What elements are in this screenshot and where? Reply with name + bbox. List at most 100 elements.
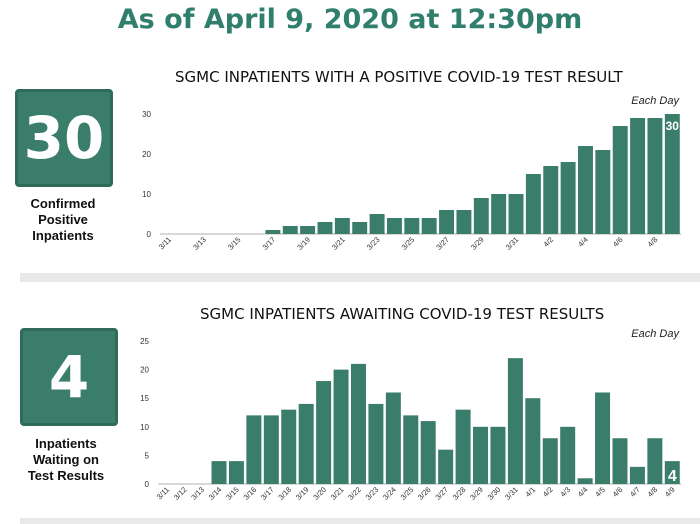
caption-line: Confirmed xyxy=(30,196,96,211)
bar xyxy=(404,218,420,234)
x-tick-label: 3/19 xyxy=(295,235,312,252)
x-tick-label: 4/1 xyxy=(523,485,537,499)
bar xyxy=(246,415,262,484)
last-value-label: 30 xyxy=(666,119,680,133)
x-tick-label: 4/8 xyxy=(646,485,660,499)
bar xyxy=(456,210,472,234)
x-tick-label: 3/13 xyxy=(191,235,208,252)
confirmed-caption: Confirmed Positive Inpatients xyxy=(8,196,118,244)
bar xyxy=(421,218,437,234)
x-tick-label: 3/19 xyxy=(294,485,311,502)
bar xyxy=(316,381,332,484)
x-tick-label: 3/21 xyxy=(330,235,347,252)
x-tick-label: 3/27 xyxy=(434,235,451,252)
chart-title-awaiting: SGMC INPATIENTS AWAITING COVID-19 TEST R… xyxy=(200,305,605,323)
x-tick-label: 3/25 xyxy=(399,485,416,502)
x-tick-label: 3/25 xyxy=(400,235,417,252)
y-tick-label: 10 xyxy=(140,423,149,432)
y-tick-label: 20 xyxy=(142,150,151,159)
bar xyxy=(507,358,523,484)
x-tick-label: 3/31 xyxy=(503,485,520,502)
bar xyxy=(664,114,680,234)
bar xyxy=(386,218,402,234)
x-tick-label: 3/23 xyxy=(365,235,382,252)
bar xyxy=(350,363,366,484)
x-tick-label: 3/28 xyxy=(451,485,468,502)
bar xyxy=(578,146,593,234)
caption-line: Inpatients xyxy=(32,228,94,243)
bar xyxy=(543,166,559,234)
x-tick-label: 4/4 xyxy=(576,485,590,499)
bar xyxy=(265,230,281,234)
x-tick-label: 3/11 xyxy=(155,485,171,501)
bar xyxy=(368,403,384,484)
x-tick-label: 3/24 xyxy=(381,485,398,502)
bottom-divider xyxy=(20,518,700,524)
bar xyxy=(647,118,663,234)
bar xyxy=(560,426,576,484)
bar xyxy=(317,222,333,234)
x-tick-label: 3/11 xyxy=(157,235,173,251)
bar xyxy=(508,194,524,234)
last-value-label: 4 xyxy=(668,468,677,485)
x-tick-label: 3/29 xyxy=(468,485,485,502)
caption-line: Waiting on xyxy=(33,452,99,467)
x-tick-label: 3/21 xyxy=(329,485,346,502)
x-tick-label: 4/8 xyxy=(646,235,660,249)
bar xyxy=(211,461,227,484)
x-tick-label: 4/2 xyxy=(541,235,555,249)
x-tick-label: 4/6 xyxy=(611,485,625,499)
awaiting-count-box: 4 xyxy=(20,328,118,426)
x-tick-label: 3/14 xyxy=(207,485,224,502)
confirmed-count: 30 xyxy=(23,104,105,172)
bar xyxy=(490,426,506,484)
x-tick-label: 3/17 xyxy=(259,485,276,502)
y-tick-label: 0 xyxy=(147,230,152,239)
x-tick-label: 3/26 xyxy=(416,485,433,502)
x-tick-label: 3/18 xyxy=(276,485,293,502)
x-tick-label: 4/7 xyxy=(628,485,642,499)
bar xyxy=(473,198,489,234)
x-tick-label: 3/16 xyxy=(242,485,259,502)
x-tick-label: 3/22 xyxy=(346,485,363,502)
awaiting-count: 4 xyxy=(48,343,90,411)
x-tick-label: 4/2 xyxy=(541,485,555,499)
x-tick-label: 3/13 xyxy=(189,485,206,502)
bar xyxy=(403,415,419,484)
bar xyxy=(629,466,645,484)
x-tick-label: 4/6 xyxy=(611,235,625,249)
bar xyxy=(577,478,593,484)
y-tick-label: 20 xyxy=(140,366,149,375)
bar xyxy=(630,118,646,234)
bar xyxy=(491,194,507,234)
x-tick-label: 4/9 xyxy=(663,485,677,499)
x-tick-label: 3/12 xyxy=(172,485,189,502)
chart-title-positive: SGMC INPATIENTS WITH A POSITIVE COVID-19… xyxy=(175,68,623,86)
bar xyxy=(333,369,349,484)
bar xyxy=(455,409,471,484)
x-tick-label: 4/4 xyxy=(576,235,590,249)
caption-line: Test Results xyxy=(27,468,105,483)
bar xyxy=(369,214,385,234)
bar xyxy=(352,222,368,234)
x-tick-label: 3/23 xyxy=(364,485,381,502)
bar xyxy=(228,461,244,484)
x-tick-label: 3/20 xyxy=(311,485,328,502)
bar xyxy=(282,226,298,234)
bar xyxy=(439,210,455,234)
caption-line: Inpatients xyxy=(35,436,97,451)
bar xyxy=(664,461,680,484)
bar xyxy=(612,438,628,484)
y-tick-label: 0 xyxy=(145,480,150,489)
y-tick-label: 10 xyxy=(142,190,151,199)
caption-line: Positive xyxy=(38,212,88,227)
bar xyxy=(420,421,436,484)
x-tick-label: 3/17 xyxy=(261,235,278,252)
bar xyxy=(473,426,489,484)
bar xyxy=(298,403,314,484)
bar xyxy=(612,126,628,234)
bar xyxy=(385,392,401,484)
bar xyxy=(595,392,611,484)
x-tick-label: 3/29 xyxy=(469,235,486,252)
awaiting-caption: Inpatients Waiting on Test Results xyxy=(10,436,122,484)
